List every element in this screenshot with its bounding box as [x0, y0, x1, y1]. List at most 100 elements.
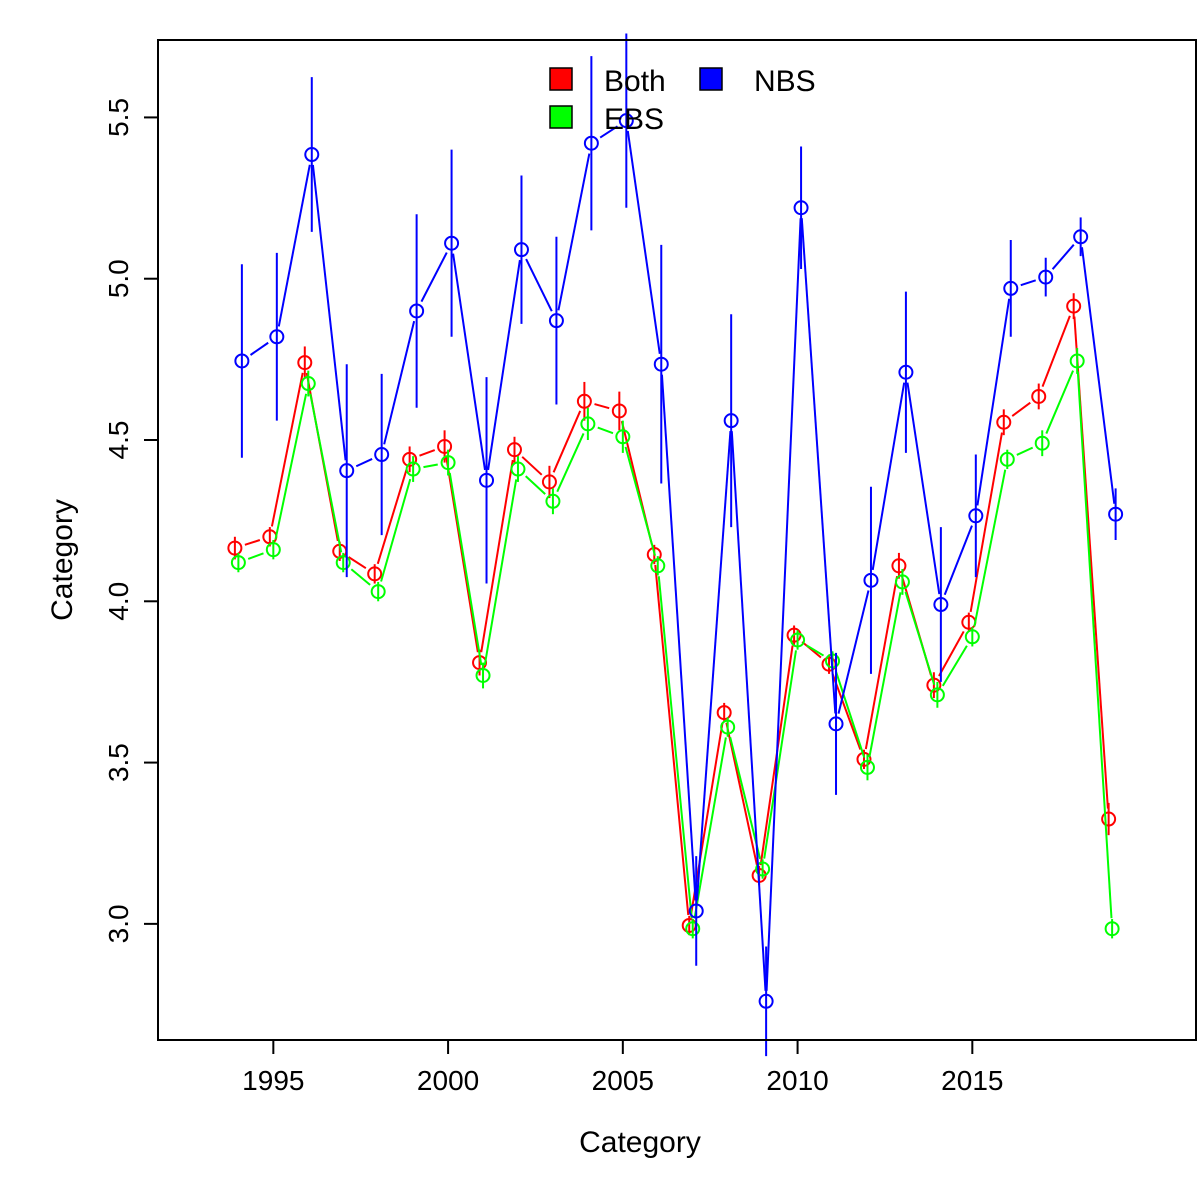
data-point	[1069, 353, 1085, 369]
series-line-segment	[1045, 370, 1074, 434]
x-tick-label: 2015	[941, 1065, 1003, 1096]
legend-swatch	[699, 67, 723, 91]
series-line-segment	[556, 433, 585, 493]
y-axis-label: Category	[46, 499, 79, 621]
data-point	[793, 200, 809, 216]
data-point	[506, 442, 522, 458]
series-line-segment	[1016, 446, 1034, 456]
data-point	[999, 451, 1015, 467]
legend-label: EBS	[604, 103, 664, 136]
data-point	[891, 558, 907, 574]
data-point	[758, 993, 774, 1009]
data-point	[580, 416, 596, 432]
series-line-segment	[350, 568, 371, 586]
data-point	[479, 472, 495, 488]
series-line-segment	[943, 525, 973, 596]
series-line-segment	[599, 125, 619, 139]
data-point	[996, 414, 1012, 430]
series-line-segment	[693, 737, 727, 919]
data-point	[335, 555, 351, 571]
x-tick-label: 1995	[242, 1065, 304, 1096]
series-line-segment	[380, 478, 412, 582]
series-line-segment	[654, 564, 690, 916]
series-line-segment	[660, 374, 697, 901]
data-point	[444, 235, 460, 251]
series-line-segment	[311, 164, 347, 461]
data-point	[541, 474, 557, 490]
data-point	[374, 447, 390, 463]
series-line-segment	[906, 382, 941, 595]
series-line-segment	[309, 393, 343, 553]
series-line-segment	[594, 403, 610, 410]
data-point	[402, 451, 418, 467]
data-point	[1003, 280, 1019, 296]
data-point	[898, 364, 914, 380]
series-line-segment	[765, 218, 802, 991]
data-point	[1066, 298, 1082, 314]
data-point	[1031, 388, 1047, 404]
data-point	[755, 861, 771, 877]
data-point	[304, 147, 320, 163]
series-line-segment	[277, 164, 311, 327]
series-both	[227, 293, 1117, 936]
x-tick-label: 2010	[766, 1065, 828, 1096]
series-line-segment	[871, 382, 906, 571]
series-line-segment	[274, 393, 308, 540]
data-point	[615, 429, 631, 445]
data-point	[964, 629, 980, 645]
data-point	[339, 463, 355, 479]
series-line-segment	[729, 737, 762, 860]
series-line-segment	[800, 218, 837, 714]
series-line-segment	[695, 431, 732, 901]
series-line-segment	[419, 449, 436, 457]
series-line-segment	[834, 670, 866, 758]
series-line-segment	[624, 446, 656, 556]
data-point	[968, 508, 984, 524]
y-tick-label: 3.5	[103, 743, 134, 782]
series-line-segment	[487, 259, 521, 471]
series-line-segment	[1076, 371, 1113, 919]
data-point	[716, 705, 732, 721]
series-line-segment	[552, 410, 582, 473]
data-point	[859, 759, 875, 775]
data-point	[1101, 811, 1117, 827]
series-line-segment	[1020, 279, 1037, 287]
data-point	[297, 355, 313, 371]
series-line-segment	[938, 630, 965, 677]
y-tick-label: 5.0	[103, 259, 134, 298]
data-point	[685, 921, 701, 937]
data-point	[548, 313, 564, 329]
series-line-segment	[730, 431, 767, 991]
data-point	[1104, 921, 1120, 937]
series-line-segment	[1051, 244, 1075, 270]
data-point	[367, 566, 383, 582]
legend-item-ebs: EBS	[549, 103, 664, 136]
series-line-segment	[557, 153, 591, 311]
series-line-segment	[941, 645, 968, 687]
y-tick-label: 3.0	[103, 904, 134, 943]
series-line-segment	[521, 456, 543, 476]
data-point	[545, 493, 561, 509]
data-point	[723, 413, 739, 429]
series-line-segment	[763, 650, 797, 859]
series-line-segment	[597, 426, 614, 435]
data-point	[409, 303, 425, 319]
series-line-segment	[376, 469, 408, 565]
series-line-segment	[837, 590, 870, 714]
series-line-segment	[1041, 315, 1071, 388]
y-axis: 3.0 3.5 4.0 4.5 5.0 5.5	[103, 98, 159, 943]
series-line-segment	[483, 479, 518, 666]
series-line-segment	[801, 641, 822, 659]
series-line-segment	[448, 472, 483, 666]
series-line-segment	[480, 459, 514, 653]
data-point	[1073, 229, 1089, 245]
data-point	[227, 540, 243, 556]
data-point	[618, 113, 634, 129]
data-point	[583, 135, 599, 151]
series-line-segment	[976, 298, 1011, 506]
data-point	[720, 719, 736, 735]
x-axis: 1995 2000 2005 2010 2015	[242, 1039, 1003, 1096]
series-line-segment	[969, 432, 1003, 613]
series-line-segment	[244, 539, 261, 546]
series-line-segment	[355, 458, 373, 468]
